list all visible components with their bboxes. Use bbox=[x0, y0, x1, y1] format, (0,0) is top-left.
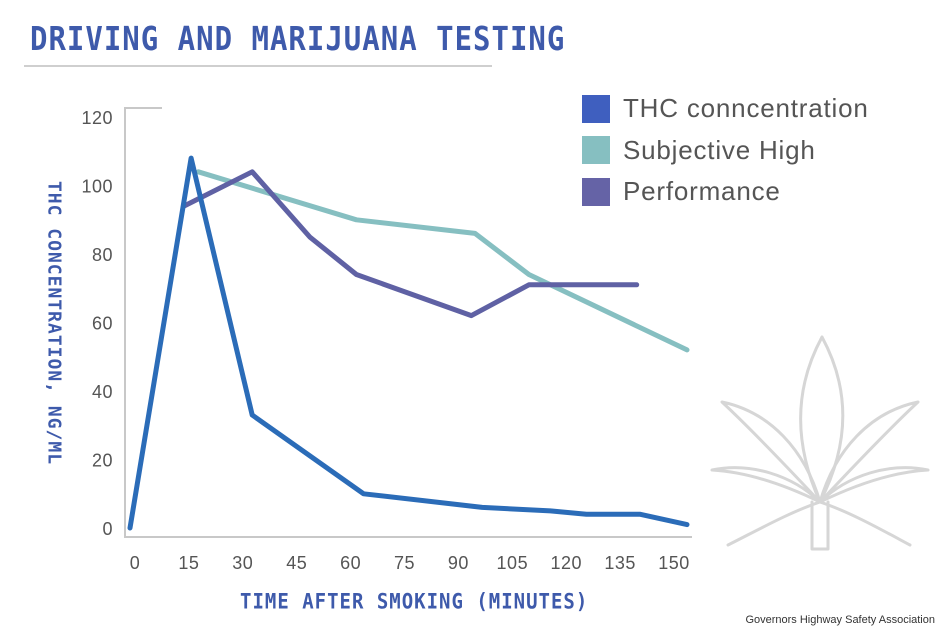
axes bbox=[124, 107, 692, 538]
y-tick-label: 60 bbox=[92, 314, 113, 334]
x-tick-label: 45 bbox=[286, 553, 307, 573]
legend-item-performance: Performance bbox=[582, 171, 869, 213]
legend-swatch-performance bbox=[582, 177, 610, 206]
legend-swatch-thc bbox=[582, 94, 610, 123]
x-tick-label: 60 bbox=[340, 553, 361, 573]
y-tick-label: 0 bbox=[102, 519, 113, 539]
y-axis-label: THC CONCENTRATION, NG/ML bbox=[43, 180, 65, 466]
legend-item-subjective-high: Subjective High bbox=[582, 130, 869, 172]
y-tick-label: 20 bbox=[92, 451, 113, 471]
y-tick-label: 40 bbox=[92, 382, 113, 402]
y-tick-label: 80 bbox=[92, 245, 113, 265]
legend-label-performance: Performance bbox=[623, 176, 781, 207]
x-tick-label: 30 bbox=[232, 553, 253, 573]
x-tick-label: 105 bbox=[497, 553, 529, 573]
series-lines bbox=[127, 155, 690, 531]
legend-label-thc: THC conncentration bbox=[623, 93, 869, 124]
series-line-1 bbox=[195, 169, 690, 353]
chart-title: DRIVING AND MARIJUANA TESTING bbox=[30, 20, 566, 59]
y-tick-label: 120 bbox=[81, 108, 113, 128]
x-tick-label: 0 bbox=[130, 553, 141, 573]
x-tick-label: 150 bbox=[658, 553, 690, 573]
x-tick-label: 75 bbox=[394, 553, 415, 573]
x-tick-label: 120 bbox=[550, 553, 582, 573]
legend-label-subjective-high: Subjective High bbox=[623, 134, 816, 165]
legend-item-thc: THC conncentration bbox=[582, 88, 869, 130]
source-credit: Governors Highway Safety Association bbox=[745, 614, 935, 626]
title-underline bbox=[24, 65, 492, 67]
x-tick-label: 90 bbox=[448, 553, 469, 573]
legend: THC conncentration Subjective High Perfo… bbox=[582, 88, 869, 213]
tick-labels: 0 20 40 60 80 100 120 0 15 30 45 60 75 90 105 120 135 150 bbox=[81, 108, 689, 573]
y-tick-label: 100 bbox=[81, 177, 113, 197]
x-tick-label: 135 bbox=[604, 553, 636, 573]
series-line-0 bbox=[127, 155, 690, 531]
axis-frame bbox=[124, 107, 692, 538]
series-line-2 bbox=[181, 169, 640, 319]
x-axis-label: TIME AFTER SMOKING (MINUTES) bbox=[240, 590, 589, 615]
x-tick-label: 15 bbox=[178, 553, 199, 573]
legend-swatch-subjective-high bbox=[582, 136, 610, 165]
